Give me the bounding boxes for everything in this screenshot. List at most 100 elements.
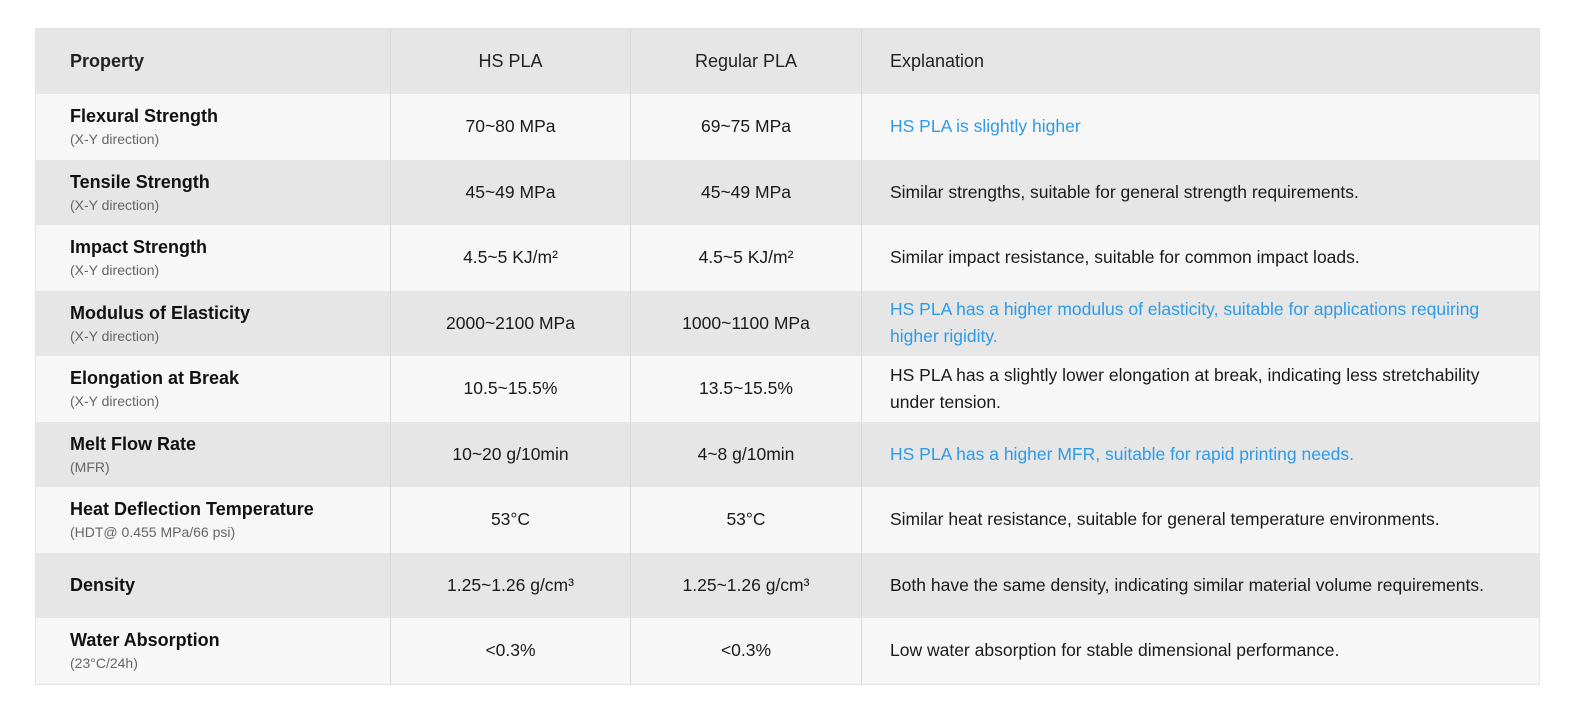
property-cell: Impact Strength (X-Y direction) bbox=[36, 225, 391, 291]
property-cell: Heat Deflection Temperature (HDT@ 0.455 … bbox=[36, 487, 391, 553]
explanation-cell: Both have the same density, indicating s… bbox=[862, 553, 1539, 619]
regular-pla-value: 69~75 MPa bbox=[701, 116, 791, 137]
property-cell: Flexural Strength (X-Y direction) bbox=[36, 94, 391, 160]
header-property-cell: Property bbox=[36, 29, 391, 94]
table-row: Heat Deflection Temperature (HDT@ 0.455 … bbox=[36, 487, 1539, 553]
regular-pla-cell: 4~8 g/10min bbox=[631, 421, 862, 487]
explanation-text: HS PLA is slightly higher bbox=[890, 116, 1081, 137]
regular-pla-cell: 4.5~5 KJ/m² bbox=[631, 225, 862, 291]
regular-pla-cell: 1.25~1.26 g/cm³ bbox=[631, 552, 862, 618]
regular-pla-value: 1000~1100 MPa bbox=[682, 312, 810, 333]
property-condition: (X-Y direction) bbox=[70, 327, 160, 344]
table-row: Flexural Strength (X-Y direction) 70~80 … bbox=[36, 94, 1539, 160]
hs-pla-value: 4.5~5 KJ/m² bbox=[463, 247, 558, 268]
header-regular-pla: Regular PLA bbox=[694, 51, 798, 71]
table-row: Impact Strength (X-Y direction) 4.5~5 KJ… bbox=[36, 225, 1539, 291]
table-row: Water Absorption (23°C/24h) <0.3% <0.3% … bbox=[36, 618, 1539, 684]
regular-pla-value: 4~8 g/10min bbox=[697, 443, 795, 464]
property-name: Density bbox=[70, 575, 136, 596]
hs-pla-value: 70~80 MPa bbox=[465, 116, 556, 137]
table-row: Tensile Strength (X-Y direction) 45~49 M… bbox=[36, 159, 1539, 226]
table-row: Modulus of Elasticity (X-Y direction) 20… bbox=[36, 290, 1539, 357]
table-row: Melt Flow Rate (MFR) 10~20 g/10min 4~8 g… bbox=[36, 421, 1539, 488]
hs-pla-cell: 1.25~1.26 g/cm³ bbox=[391, 552, 631, 618]
table-body: Flexural Strength (X-Y direction) 70~80 … bbox=[36, 94, 1539, 684]
property-condition: (23°C/24h) bbox=[70, 655, 138, 672]
property-cell: Density bbox=[36, 552, 391, 618]
hs-pla-cell: 2000~2100 MPa bbox=[391, 290, 631, 356]
property-condition: (HDT@ 0.455 MPa/66 psi) bbox=[70, 524, 236, 541]
regular-pla-value: <0.3% bbox=[720, 640, 772, 661]
explanation-cell: Similar heat resistance, suitable for ge… bbox=[862, 487, 1539, 553]
hs-pla-value: 53°C bbox=[490, 509, 531, 530]
explanation-cell: Similar strengths, suitable for general … bbox=[862, 160, 1539, 226]
explanation-text: Similar strengths, suitable for general … bbox=[890, 181, 1359, 202]
explanation-text: HS PLA has a higher modulus of elasticit… bbox=[890, 299, 1480, 347]
regular-pla-cell: <0.3% bbox=[631, 618, 862, 684]
property-condition: (X-Y direction) bbox=[70, 262, 160, 279]
hs-pla-cell: 4.5~5 KJ/m² bbox=[391, 225, 631, 291]
hs-pla-cell: 70~80 MPa bbox=[391, 94, 631, 160]
property-condition: (X-Y direction) bbox=[70, 196, 160, 213]
explanation-text: Similar impact resistance, suitable for … bbox=[890, 247, 1360, 268]
explanation-cell: Similar impact resistance, suitable for … bbox=[862, 225, 1539, 291]
property-condition: (X-Y direction) bbox=[70, 131, 160, 148]
hs-pla-cell: 45~49 MPa bbox=[391, 159, 631, 225]
header-explanation: Explanation bbox=[890, 51, 985, 71]
hs-pla-value: <0.3% bbox=[485, 640, 536, 661]
explanation-text: Low water absorption for stable dimensio… bbox=[890, 640, 1340, 661]
property-name: Impact Strength bbox=[70, 237, 208, 258]
explanation-cell: HS PLA has a higher modulus of elasticit… bbox=[862, 291, 1539, 357]
explanation-cell: Low water absorption for stable dimensio… bbox=[862, 618, 1539, 684]
regular-pla-cell: 45~49 MPa bbox=[631, 159, 862, 225]
regular-pla-cell: 13.5~15.5% bbox=[631, 356, 862, 422]
explanation-text: HS PLA has a slightly lower elongation a… bbox=[890, 364, 1480, 412]
property-name: Modulus of Elasticity bbox=[70, 302, 251, 323]
hs-pla-cell: 10~20 g/10min bbox=[391, 421, 631, 487]
explanation-text: Similar heat resistance, suitable for ge… bbox=[890, 509, 1440, 530]
regular-pla-value: 45~49 MPa bbox=[701, 181, 791, 202]
explanation-cell: HS PLA has a higher MFR, suitable for ra… bbox=[862, 422, 1539, 488]
explanation-text: Both have the same density, indicating s… bbox=[890, 574, 1484, 595]
hs-pla-value: 45~49 MPa bbox=[465, 181, 556, 202]
hs-pla-value: 10~20 g/10min bbox=[452, 443, 569, 464]
property-cell: Melt Flow Rate (MFR) bbox=[36, 421, 391, 487]
property-cell: Modulus of Elasticity (X-Y direction) bbox=[36, 290, 391, 356]
comparison-table: Property HS PLA Regular PLA Explanation … bbox=[35, 28, 1540, 685]
hs-pla-value: 2000~2100 MPa bbox=[446, 312, 575, 333]
table-row: Elongation at Break (X-Y direction) 10.5… bbox=[36, 356, 1539, 422]
header-hs-pla-cell: HS PLA bbox=[391, 29, 631, 94]
regular-pla-cell: 69~75 MPa bbox=[631, 94, 862, 160]
header-property: Property bbox=[70, 51, 145, 71]
property-condition: (X-Y direction) bbox=[70, 393, 160, 410]
regular-pla-value: 13.5~15.5% bbox=[699, 378, 793, 399]
property-name: Heat Deflection Temperature bbox=[70, 499, 314, 520]
property-name: Flexural Strength bbox=[70, 106, 219, 127]
header-explanation-cell: Explanation bbox=[862, 29, 1539, 94]
property-name: Melt Flow Rate bbox=[70, 433, 197, 454]
property-cell: Water Absorption (23°C/24h) bbox=[36, 618, 391, 684]
regular-pla-value: 53°C bbox=[726, 509, 766, 530]
property-name: Elongation at Break bbox=[70, 368, 240, 389]
hs-pla-cell: 10.5~15.5% bbox=[391, 356, 631, 422]
explanation-text: HS PLA has a higher MFR, suitable for ra… bbox=[890, 443, 1354, 464]
hs-pla-value: 10.5~15.5% bbox=[463, 378, 558, 399]
hs-pla-cell: <0.3% bbox=[391, 618, 631, 684]
property-cell: Elongation at Break (X-Y direction) bbox=[36, 356, 391, 422]
explanation-cell: HS PLA has a slightly lower elongation a… bbox=[862, 356, 1539, 422]
table-header-row: Property HS PLA Regular PLA Explanation bbox=[36, 29, 1539, 94]
regular-pla-value: 4.5~5 KJ/m² bbox=[698, 247, 794, 268]
explanation-cell: HS PLA is slightly higher bbox=[862, 94, 1539, 160]
hs-pla-cell: 53°C bbox=[391, 487, 631, 553]
property-cell: Tensile Strength (X-Y direction) bbox=[36, 159, 391, 225]
property-condition: (MFR) bbox=[70, 458, 110, 475]
property-name: Tensile Strength bbox=[70, 171, 210, 192]
regular-pla-cell: 53°C bbox=[631, 487, 862, 553]
header-regular-pla-cell: Regular PLA bbox=[631, 29, 862, 94]
regular-pla-cell: 1000~1100 MPa bbox=[631, 290, 862, 356]
header-hs-pla: HS PLA bbox=[478, 51, 543, 71]
regular-pla-value: 1.25~1.26 g/cm³ bbox=[682, 574, 810, 595]
table-row: Density 1.25~1.26 g/cm³ 1.25~1.26 g/cm³ … bbox=[36, 552, 1539, 619]
hs-pla-value: 1.25~1.26 g/cm³ bbox=[447, 574, 574, 595]
property-name: Water Absorption bbox=[70, 630, 220, 651]
